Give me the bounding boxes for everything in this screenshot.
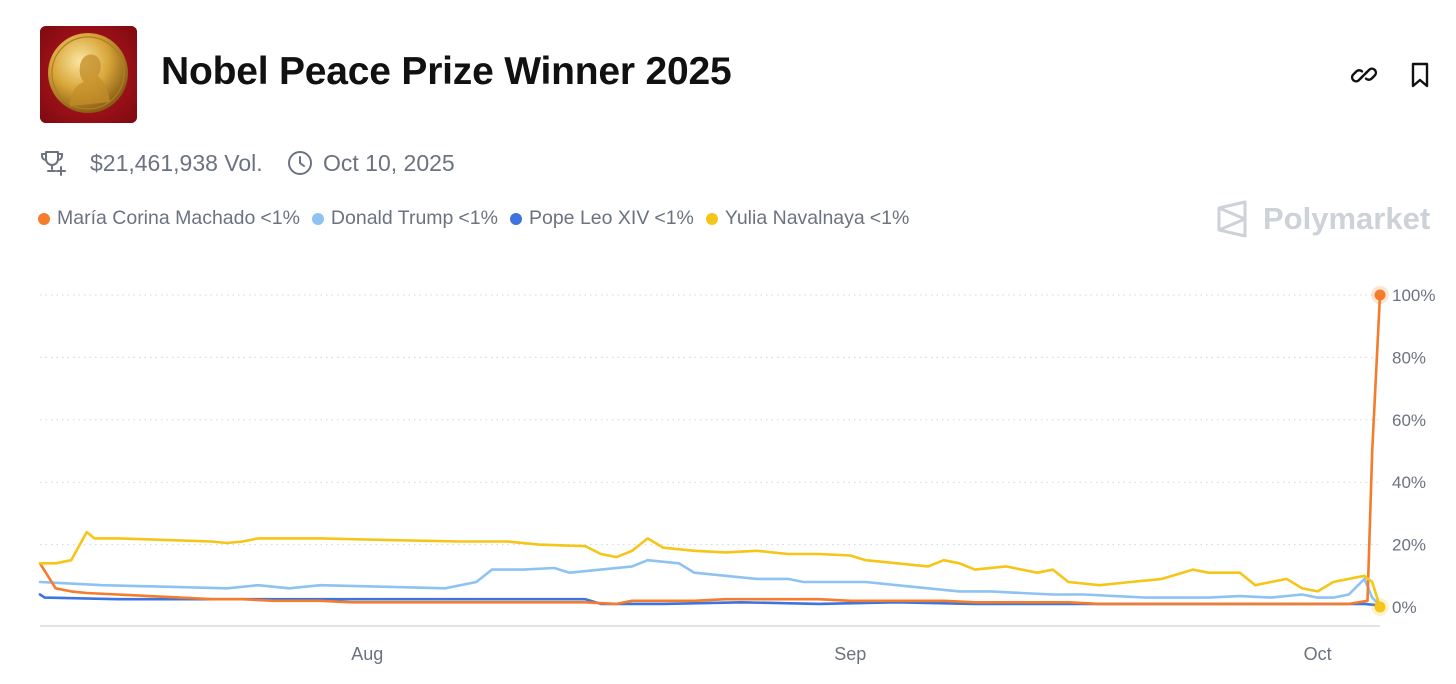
y-tick-label: 100% [1392,286,1435,305]
end-date-text: Oct 10, 2025 [323,149,455,176]
x-tick-label: Oct [1304,644,1332,664]
legend-item: Yulia Navalnaya <1% [705,207,910,230]
y-tick-label: 20% [1392,536,1426,555]
bookmark-icon[interactable] [1404,59,1436,91]
legend-value: <1% [260,207,300,229]
y-tick-label: 60% [1392,411,1426,430]
nobel-medal-image [40,26,137,123]
legend-dot [705,212,718,225]
legend-item: Donald Trump <1% [311,207,498,230]
date-meta: Oct 10, 2025 [287,146,455,180]
page-title: Nobel Peace Prize Winner 2025 [161,50,732,93]
price-history-chart: 0% 20% 40% 60% 80% 100% Aug Sep Oct [38,286,1435,664]
y-tick-label: 80% [1392,348,1426,367]
legend-label: Pope Leo XIV [528,207,650,229]
legend-value: <1% [458,207,498,229]
legend-label: María Corina Machado [57,207,256,229]
legend-label: Donald Trump [330,207,454,229]
x-tick-label: Sep [834,644,866,664]
legend-dot [38,212,50,225]
legend-label: Yulia Navalnaya [724,207,865,229]
volume-text: $21,461,938 Vol. [90,149,263,176]
series-end-marker [1374,289,1386,301]
y-tick-label: 40% [1392,473,1426,492]
series-line [38,530,1382,609]
x-tick-label: Aug [351,644,383,664]
series-end-marker [1374,601,1386,613]
trophy-icon [38,148,68,178]
series-line [38,293,1382,606]
polymarket-logo: Polymarket [1215,200,1430,238]
brand-name: Polymarket [1263,201,1431,236]
legend-dot [311,212,324,225]
legend-item: Pope Leo XIV <1% [509,207,694,230]
volume-meta: $21,461,938 Vol. [38,146,263,180]
legend-value: <1% [869,207,910,229]
legend-dot [509,212,522,225]
legend-item: María Corina Machado <1% [38,207,300,230]
chart-legend: María Corina Machado <1% Donald Trump <1% Po… [38,207,921,230]
link-icon[interactable] [1348,59,1380,91]
clock-icon [287,150,313,176]
series-line [38,558,1382,607]
legend-value: <1% [654,207,694,229]
y-tick-label: 0% [1392,598,1417,617]
